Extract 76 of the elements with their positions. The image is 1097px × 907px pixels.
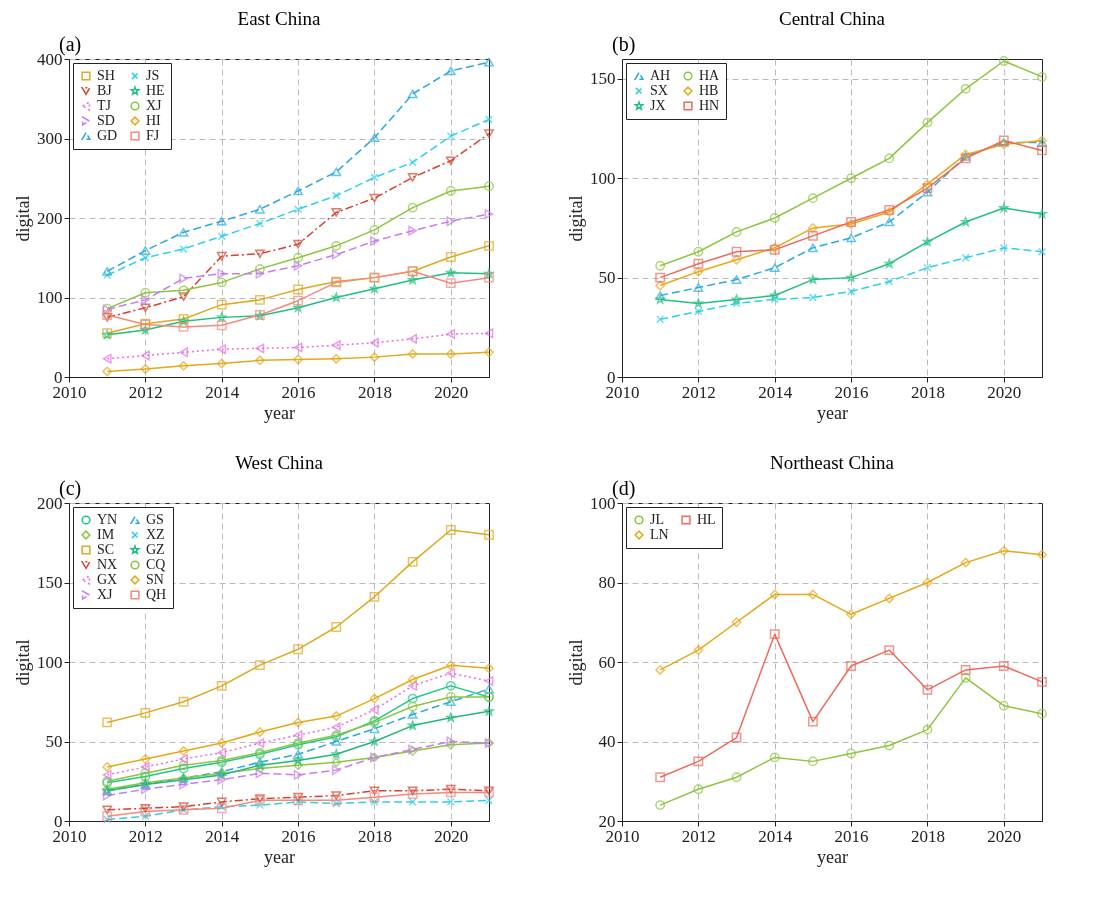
x-tick-label: 2018 bbox=[910, 826, 945, 846]
legend-label: LN bbox=[650, 527, 669, 542]
text: (b) bbox=[612, 33, 636, 56]
legend-label: QH bbox=[146, 587, 167, 602]
legend-label: GD bbox=[97, 128, 118, 143]
x-axis-title: year bbox=[264, 402, 295, 423]
legend-label: FJ bbox=[146, 128, 160, 143]
x-tick-label: 2020 bbox=[434, 382, 469, 402]
legend-label: SN bbox=[146, 572, 164, 587]
x-tick-label: 2012 bbox=[128, 382, 163, 402]
legend-label: XJ bbox=[146, 98, 163, 113]
legend-label: HL bbox=[697, 512, 716, 527]
x-tick-label: 2012 bbox=[128, 826, 163, 846]
y-tick-label: 80 bbox=[598, 573, 616, 592]
x-tick-label: 2020 bbox=[987, 826, 1022, 846]
x-tick-label: 2018 bbox=[357, 382, 392, 402]
legend-label: JS bbox=[146, 68, 160, 83]
y-axis-title: digital bbox=[566, 639, 586, 686]
chart-title: West China bbox=[235, 452, 324, 473]
legend-label: XZ bbox=[146, 527, 165, 542]
x-tick-label: 2018 bbox=[357, 826, 392, 846]
legend-label: AH bbox=[650, 68, 671, 83]
legend-label: SX bbox=[650, 83, 668, 98]
y-tick-label: 100 bbox=[590, 168, 616, 188]
legend-label: HA bbox=[699, 68, 721, 83]
x-tick-label: 2014 bbox=[205, 382, 240, 402]
legend-label: HN bbox=[699, 98, 720, 113]
legend-label: HI bbox=[146, 113, 162, 128]
y-axis-title: digital bbox=[13, 639, 33, 686]
x-tick-label: 2018 bbox=[910, 382, 945, 402]
legend-label: YN bbox=[97, 512, 118, 527]
legend-label: TJ bbox=[97, 98, 112, 113]
y-tick-label: 200 bbox=[37, 208, 63, 228]
legend-label: GZ bbox=[146, 542, 165, 557]
chart-title: Central China bbox=[778, 8, 886, 29]
y-axis-title: digital bbox=[566, 195, 586, 242]
x-axis-title: year bbox=[264, 846, 295, 867]
y-tick-label: 100 bbox=[37, 652, 63, 672]
y-tick-label: 40 bbox=[598, 732, 616, 751]
x-tick-label: 2012 bbox=[681, 826, 716, 846]
x-tick-label: 2016 bbox=[834, 826, 869, 846]
x-tick-label: 2014 bbox=[758, 826, 793, 846]
x-axis-title: year bbox=[817, 402, 848, 423]
legend-label: JX bbox=[650, 98, 666, 113]
chart-title: Northeast China bbox=[769, 452, 895, 473]
legend-label: SH bbox=[97, 68, 115, 83]
legend-label: CQ bbox=[146, 557, 166, 572]
legend-label: SD bbox=[97, 113, 115, 128]
legend-label: HB bbox=[699, 83, 719, 98]
x-tick-label: 2016 bbox=[834, 382, 869, 402]
x-tick-label: 2020 bbox=[987, 382, 1022, 402]
y-tick-label: 150 bbox=[37, 573, 63, 592]
chart-title: East China bbox=[237, 8, 321, 29]
legend-label: NX bbox=[97, 557, 118, 572]
x-tick-label: 2020 bbox=[434, 826, 469, 846]
y-axis-title: digital bbox=[13, 195, 33, 242]
y-tick-label: 150 bbox=[590, 69, 616, 89]
x-tick-label: 2014 bbox=[758, 382, 793, 402]
y-tick-label: 50 bbox=[45, 732, 63, 751]
x-tick-label: 2016 bbox=[281, 382, 316, 402]
y-tick-label: 300 bbox=[37, 129, 63, 148]
y-tick-label: 100 bbox=[37, 288, 63, 307]
legend-label: IM bbox=[97, 527, 115, 542]
legend-label: SC bbox=[97, 542, 115, 557]
x-tick-label: 2012 bbox=[681, 382, 716, 402]
x-tick-label: 2016 bbox=[281, 826, 316, 846]
legend-label: GS bbox=[146, 512, 164, 527]
legend-label: BJ bbox=[97, 83, 113, 98]
legend-label: HE bbox=[146, 83, 165, 98]
x-axis-title: year bbox=[817, 846, 848, 867]
x-tick-label: 2014 bbox=[205, 826, 240, 846]
legend-label: JL bbox=[650, 512, 664, 527]
legend-label: GX bbox=[97, 572, 118, 587]
y-tick-label: 60 bbox=[598, 652, 616, 672]
legend-label: XJ bbox=[97, 587, 114, 602]
y-tick-label: 50 bbox=[598, 268, 616, 288]
